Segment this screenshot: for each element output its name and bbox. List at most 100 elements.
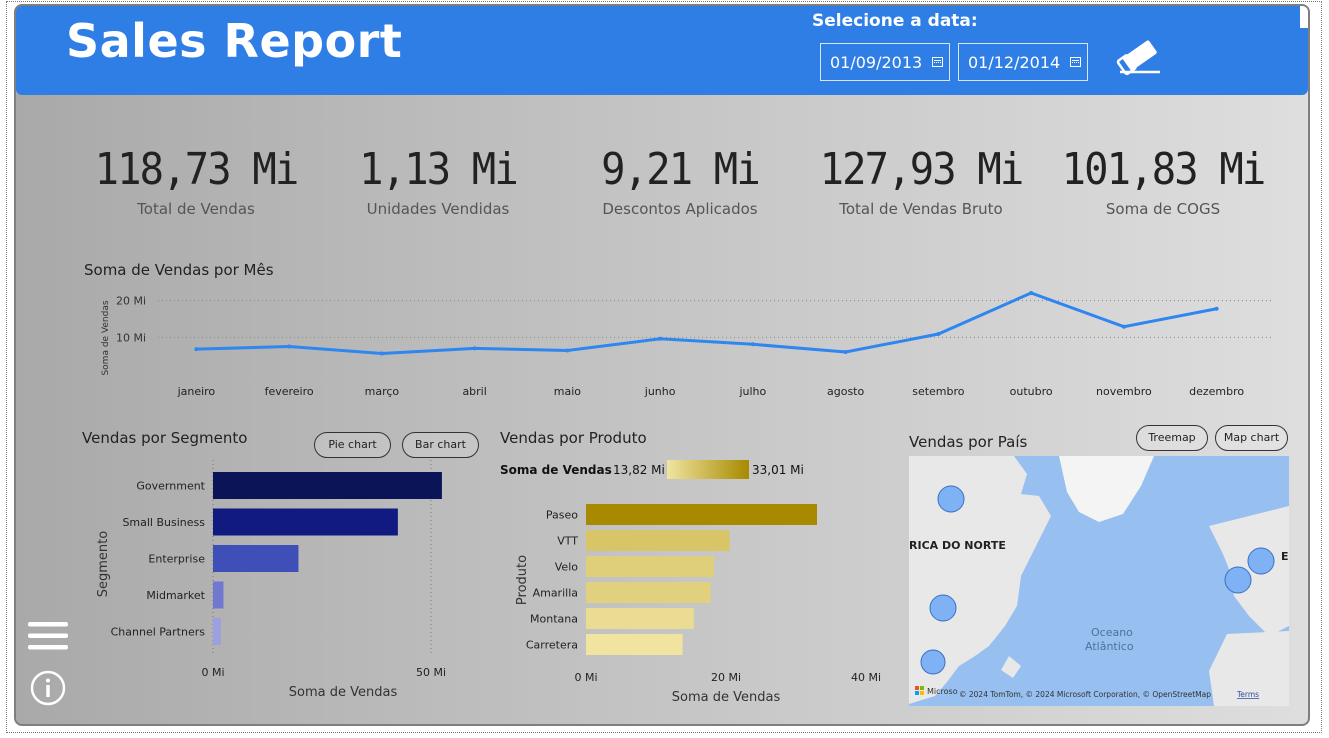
segment-bar-chart[interactable]: 0 Mi 50 Mi Government Small Business Enterpr… bbox=[76, 456, 476, 706]
x-tick-label: 50 Mi bbox=[416, 666, 446, 679]
x-tick-label: maio bbox=[554, 385, 582, 398]
y-axis-label: Soma de Vendas bbox=[101, 300, 111, 375]
product-bar[interactable] bbox=[586, 582, 711, 603]
line-point[interactable] bbox=[1121, 324, 1126, 329]
line-point[interactable] bbox=[379, 351, 384, 356]
product-chart-title: Vendas por Produto bbox=[500, 429, 647, 447]
sales-map[interactable]: RICA DO NORTE Oceano Atlântico E Microso… bbox=[909, 456, 1289, 706]
map-bubble-usa[interactable] bbox=[929, 594, 957, 622]
kpi-card: 118,73 Mi Total de Vendas bbox=[76, 142, 316, 218]
end-date-value: 01/12/2014 bbox=[968, 53, 1061, 72]
map-land-europe bbox=[1209, 506, 1289, 636]
y-tick-label: Montana bbox=[530, 613, 578, 626]
pie-chart-button[interactable]: Pie chart bbox=[314, 432, 391, 458]
segment-bar[interactable] bbox=[213, 508, 398, 536]
line-point[interactable] bbox=[658, 336, 663, 341]
y-tick-label: 20 Mi bbox=[116, 295, 146, 308]
header-bar: Sales Report Selecione a data: 01/09/201… bbox=[16, 6, 1308, 95]
map-bubble-germany[interactable] bbox=[1247, 547, 1275, 575]
segment-chart-title: Vendas por Segmento bbox=[82, 429, 248, 447]
map-bubble-canada[interactable] bbox=[937, 485, 965, 513]
line-point[interactable] bbox=[565, 348, 570, 353]
map-attribution: © 2024 TomTom, © 2024 Microsoft Corporat… bbox=[959, 690, 1211, 699]
map-canvas[interactable]: RICA DO NORTE Oceano Atlântico E Microso… bbox=[909, 456, 1289, 706]
line-point[interactable] bbox=[843, 350, 848, 354]
x-tick-label: janeiro bbox=[177, 385, 216, 398]
kpi-card: 9,21 Mi Descontos Aplicados bbox=[560, 142, 800, 218]
product-bar-chart[interactable]: Soma de Vendas 13,82 Mi 33,01 Mi0 Mi 20 Mi 4… bbox=[494, 454, 894, 706]
x-tick-label: 0 Mi bbox=[574, 671, 597, 684]
x-tick-label: novembro bbox=[1096, 385, 1152, 398]
calendar-icon[interactable] bbox=[932, 57, 943, 67]
line-point[interactable] bbox=[936, 332, 941, 337]
line-point[interactable] bbox=[1029, 290, 1034, 295]
segment-bar[interactable] bbox=[213, 545, 299, 572]
y-axis-label: Produto bbox=[515, 555, 530, 605]
kpi-label: Total de Vendas Bruto bbox=[839, 200, 1003, 218]
sales-line[interactable] bbox=[196, 291, 1217, 355]
x-tick-label: 40 Mi bbox=[851, 671, 881, 684]
y-tick-label: Velo bbox=[555, 561, 578, 574]
x-tick-label: junho bbox=[644, 385, 676, 398]
line-point[interactable] bbox=[472, 346, 477, 351]
report-canvas: Sales Report Selecione a data: 01/09/201… bbox=[14, 4, 1310, 726]
kpi-value: 118,73 Mi bbox=[94, 144, 300, 195]
product-bar[interactable] bbox=[586, 608, 694, 629]
bar-chart-button[interactable]: Bar chart bbox=[402, 432, 479, 458]
x-tick-label: fevereiro bbox=[265, 385, 314, 398]
map-land-africa bbox=[1209, 631, 1289, 706]
legend-title: Soma de Vendas bbox=[500, 463, 612, 477]
map-bubble-mexico[interactable] bbox=[920, 649, 946, 675]
report-frame bbox=[6, 1, 1322, 733]
eraser-icon[interactable] bbox=[1114, 36, 1164, 76]
y-tick-label: Midmarket bbox=[146, 589, 205, 602]
microsoft-logo-icon bbox=[915, 686, 924, 695]
product-bar[interactable] bbox=[586, 530, 730, 551]
line-point[interactable] bbox=[1214, 306, 1219, 311]
date-slicer-label: Selecione a data: bbox=[812, 11, 978, 31]
y-tick-label: Government bbox=[136, 480, 205, 493]
map-land-greenland bbox=[1059, 456, 1154, 522]
x-tick-label: agosto bbox=[827, 385, 864, 398]
x-tick-label: 0 Mi bbox=[201, 666, 224, 679]
segment-bar[interactable] bbox=[213, 472, 442, 499]
product-bar[interactable] bbox=[586, 556, 715, 577]
line-chart[interactable]: 10 Mi 20 Mi Soma de Vendas janeiro fevereiro… bbox=[76, 286, 1276, 401]
product-bar[interactable] bbox=[586, 634, 683, 655]
x-tick-label: dezembro bbox=[1189, 385, 1244, 398]
end-date-input[interactable]: 01/12/2014 bbox=[958, 43, 1088, 81]
start-date-input[interactable]: 01/09/2013 bbox=[820, 43, 950, 81]
segment-bar[interactable] bbox=[213, 618, 221, 645]
legend-gradient bbox=[667, 460, 749, 479]
y-tick-label: Amarilla bbox=[533, 587, 578, 600]
y-tick-label: 10 Mi bbox=[116, 331, 146, 344]
start-date-value: 01/09/2013 bbox=[830, 53, 923, 72]
menu-icon[interactable] bbox=[28, 620, 68, 652]
segment-bar[interactable] bbox=[213, 581, 224, 609]
y-tick-label: VTT bbox=[557, 535, 578, 548]
legend-min: 13,82 Mi bbox=[613, 463, 665, 477]
y-tick-label: Carretera bbox=[526, 639, 578, 652]
kpi-label: Unidades Vendidas bbox=[366, 200, 510, 218]
map-chart-button[interactable]: Map chart bbox=[1215, 425, 1288, 451]
product-bar[interactable] bbox=[586, 504, 817, 525]
line-chart-title: Soma de Vendas por Mês bbox=[84, 261, 274, 279]
kpi-label: Descontos Aplicados bbox=[602, 200, 758, 218]
info-icon[interactable] bbox=[30, 670, 66, 706]
map-label-north-america: RICA DO NORTE bbox=[909, 539, 1006, 552]
calendar-icon[interactable] bbox=[1070, 57, 1081, 67]
map-bubble-france[interactable] bbox=[1224, 566, 1252, 594]
line-point[interactable] bbox=[194, 347, 199, 352]
kpi-value: 1,13 Mi bbox=[359, 144, 519, 195]
line-point[interactable] bbox=[750, 342, 755, 347]
more-options-icon[interactable]: ⋯ bbox=[1300, 6, 1308, 28]
kpi-value: 101,83 Mi bbox=[1061, 144, 1267, 195]
page-title: Sales Report bbox=[66, 14, 403, 68]
line-point[interactable] bbox=[287, 344, 292, 349]
map-terms-link[interactable]: Terms bbox=[1236, 690, 1259, 699]
map-label-europe: E bbox=[1281, 550, 1289, 563]
treemap-button[interactable]: Treemap bbox=[1136, 425, 1208, 451]
map-land-north-america bbox=[909, 456, 1051, 704]
legend-max: 33,01 Mi bbox=[752, 463, 804, 477]
map-label-ocean: Oceano bbox=[1091, 626, 1133, 639]
